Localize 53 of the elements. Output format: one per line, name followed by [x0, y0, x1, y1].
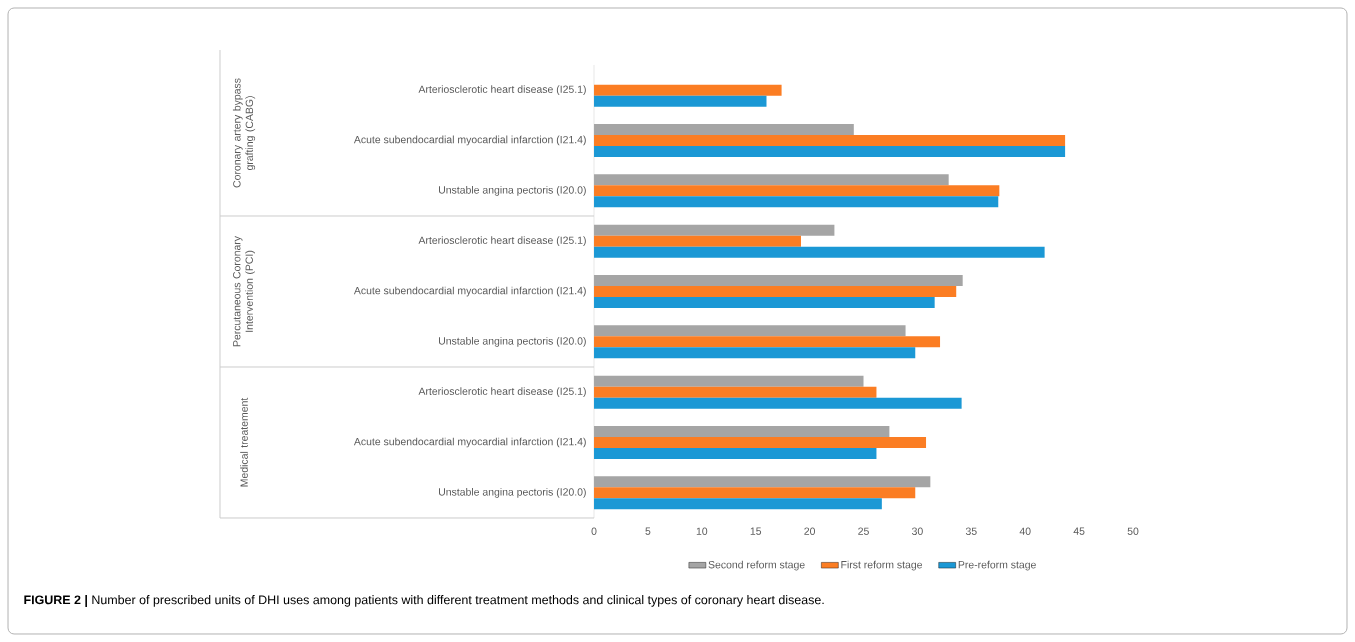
bar — [594, 95, 767, 107]
y-tick-label: Acute subendocardial myocardial infarction (I21.4) — [353, 135, 586, 146]
y-tick-label: Arteriosclerotic heart disease (I25.1) — [418, 236, 586, 247]
bar — [594, 84, 782, 96]
x-tick-label: 40 — [1019, 527, 1031, 535]
bar — [594, 476, 931, 488]
x-tick-label: 10 — [696, 527, 708, 535]
bar — [594, 275, 963, 286]
bar — [594, 375, 864, 387]
bar — [594, 386, 877, 398]
bar — [594, 448, 877, 459]
x-tick-label: 45 — [1073, 527, 1085, 535]
x-tick-label: 15 — [750, 527, 762, 535]
text: Medical treatement — [240, 397, 248, 487]
bar — [594, 224, 835, 236]
bar — [594, 426, 890, 437]
bar — [594, 336, 941, 348]
y-tick-label: Acute subendocardial myocardial infarction (I21.4) — [353, 437, 586, 448]
text: Coronary artery bypass grafting (CABG) — [232, 78, 256, 188]
bar — [594, 185, 1000, 197]
bar — [594, 487, 916, 499]
bar — [594, 196, 999, 208]
bar — [594, 174, 949, 186]
bar — [594, 124, 854, 135]
y-tick-label: Arteriosclerotic heart disease (I25.1) — [418, 85, 586, 96]
x-tick-label: 20 — [804, 527, 816, 535]
legend-label: First reform stage — [841, 560, 923, 571]
bar — [594, 437, 927, 448]
bar — [594, 325, 906, 337]
bar — [594, 498, 882, 510]
x-tick-label: 25 — [858, 527, 869, 535]
y-tick-label: Arteriosclerotic heart disease (I25.1) — [418, 387, 586, 398]
x-tick-label: 0 — [591, 527, 597, 535]
x-tick-label: 5 — [645, 527, 651, 535]
bar — [594, 347, 916, 359]
y-tick-label: Unstable angina pectoris (I20.0) — [439, 185, 586, 196]
y-tick-label: Unstable angina pectoris (I20.0) — [439, 336, 586, 347]
bar — [594, 397, 962, 409]
bar — [594, 286, 957, 297]
bar — [594, 135, 1066, 146]
bar — [594, 297, 935, 308]
y-tick-label: Unstable angina pectoris (I20.0) — [439, 487, 586, 498]
bar — [594, 146, 1066, 157]
x-tick-label: 30 — [911, 527, 923, 535]
x-tick-label: 50 — [1127, 527, 1139, 535]
legend-label: Pre-reform stage — [958, 560, 1036, 571]
bar — [594, 235, 801, 247]
text: Percutaneous Coronary Intervention (PCI) — [233, 236, 255, 347]
x-tick-label: 35 — [965, 527, 977, 535]
bar — [594, 246, 1045, 258]
legend-label: Second reform stage — [708, 560, 805, 571]
text: FIGURE 2 | Number of prescribed units of DHI uses among patients with different treatment methods and clinical types of coronary heart disease. — [24, 595, 824, 607]
y-tick-label: Acute subendocardial myocardial infarction (I21.4) — [353, 286, 586, 297]
